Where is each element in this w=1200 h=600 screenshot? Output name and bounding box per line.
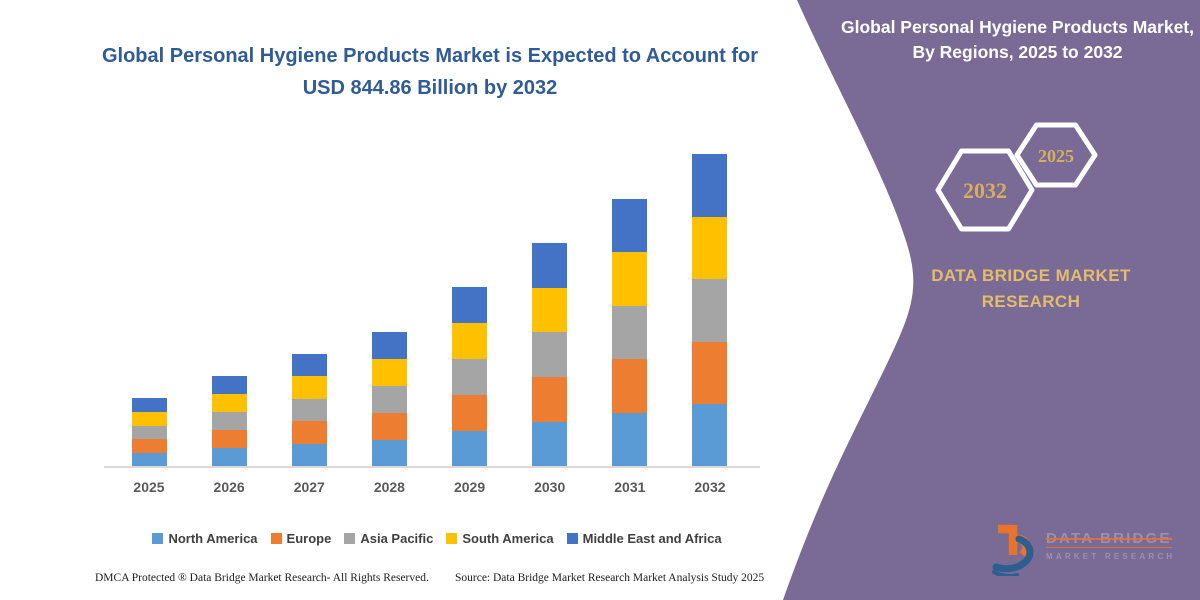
bar-segment — [371, 385, 407, 413]
bar-segment — [211, 376, 247, 395]
legend-item: South America — [446, 530, 554, 546]
x-axis-line — [104, 466, 760, 468]
bar-segment — [371, 358, 407, 386]
x-axis-tick-label: 2029 — [453, 479, 486, 495]
bar-segment — [612, 412, 648, 467]
bar-segment — [692, 341, 728, 405]
bar-segment — [532, 287, 568, 333]
logo-text: DATA BRIDGE MARKET RESEARCH — [1046, 530, 1175, 561]
x-axis-tick-label: 2032 — [694, 479, 726, 495]
x-axis-tick-label: 2030 — [534, 479, 566, 495]
logo-subtitle: MARKET RESEARCH — [1046, 552, 1176, 561]
bar-segment — [371, 439, 407, 467]
bar-segment — [211, 448, 247, 467]
bar-segment — [291, 353, 327, 377]
brand-text: DATA BRIDGE MARKET RESEARCH — [900, 263, 1162, 314]
bar-segment — [532, 421, 568, 467]
bar-segment — [452, 287, 488, 324]
legend-swatch — [270, 532, 282, 544]
legend-item: Asia Pacific — [344, 531, 433, 546]
bar-segment — [452, 394, 488, 431]
bar-segment — [131, 452, 167, 467]
logo-orange-stripe — [1046, 538, 1172, 540]
bar-segment — [612, 359, 648, 413]
x-axis-tick-label: 2027 — [293, 479, 325, 495]
bar-segment — [211, 412, 247, 431]
x-axis-tick-label: 2025 — [133, 479, 165, 495]
bar-segment — [131, 398, 167, 412]
bar-segment — [291, 376, 327, 399]
bar-segment — [692, 279, 728, 342]
legend-swatch — [344, 532, 356, 544]
brand-line1: DATA BRIDGE MARKET — [931, 266, 1131, 285]
hexagon-2025-label: 2025 — [1038, 146, 1074, 166]
bar-segment — [131, 411, 167, 426]
bar-segment — [291, 421, 327, 444]
bar-segment — [131, 439, 167, 453]
bar-segment — [211, 394, 247, 413]
bar-segment — [211, 430, 247, 449]
bar-segment — [692, 404, 728, 467]
legend-label: South America — [462, 530, 554, 546]
bar-segment — [612, 305, 648, 360]
bar-segment — [452, 323, 488, 360]
legend-label: Asia Pacific — [360, 530, 434, 546]
bar-segment — [291, 398, 327, 422]
logo-orange-underline — [1046, 546, 1172, 549]
x-axis-tick-label: 2026 — [213, 479, 245, 495]
dbmr-logo: DATA BRIDGE MARKET RESEARCH — [992, 522, 1175, 576]
legend-label: Europe — [286, 530, 332, 546]
legend: North America Europe Asia Pacific South Ame… — [107, 528, 767, 548]
legend-swatch — [446, 532, 458, 544]
hexagons-graphic: 2032 2025 — [935, 122, 1098, 232]
legend-item: Europe — [270, 530, 332, 546]
legend-swatch — [152, 532, 164, 544]
x-axis-tick-label: 2028 — [373, 479, 405, 495]
legend-label: Middle East and Africa — [582, 530, 722, 546]
bar-segment — [371, 331, 407, 359]
bar-segment — [692, 154, 728, 217]
brand-line2: RESEARCH — [981, 291, 1081, 311]
x-axis-tick-label: 2031 — [614, 479, 646, 495]
bar-segment — [371, 412, 407, 440]
dmca-text: DMCA Protected ® Data Bridge Market Rese… — [95, 572, 429, 584]
legend-item: North America — [152, 530, 258, 546]
source-text: Source: Data Bridge Market Research Mark… — [455, 572, 765, 584]
side-panel-title: Global Personal Hygiene Products Market,… — [840, 17, 1195, 63]
bar-segment — [452, 359, 488, 395]
bar-segment — [291, 443, 327, 467]
hexagon-2025 — [1014, 122, 1098, 188]
chart-title: Global Personal Hygiene Products Market … — [101, 45, 759, 99]
dbmr-logo-icon — [992, 524, 1034, 576]
legend-swatch — [566, 532, 578, 544]
bar-segment — [452, 430, 488, 467]
bar-segment — [131, 425, 167, 440]
bar-segment — [532, 377, 568, 422]
legend-item: Middle East and Africa — [566, 530, 722, 546]
purple-swoosh-shape — [783, 0, 1200, 600]
bar-segment — [612, 198, 648, 253]
bar-segment — [612, 252, 648, 306]
legend-label: North America — [168, 530, 258, 546]
hexagon-2032-label: 2032 — [963, 178, 1007, 203]
bar-segment — [532, 243, 568, 288]
chart: 2025 2026 2027 2028 2029 2030 2031 2032 — [100, 130, 780, 510]
bar-segment — [692, 216, 728, 280]
bar-segment — [532, 332, 568, 378]
hexagon-2032 — [935, 148, 1035, 232]
